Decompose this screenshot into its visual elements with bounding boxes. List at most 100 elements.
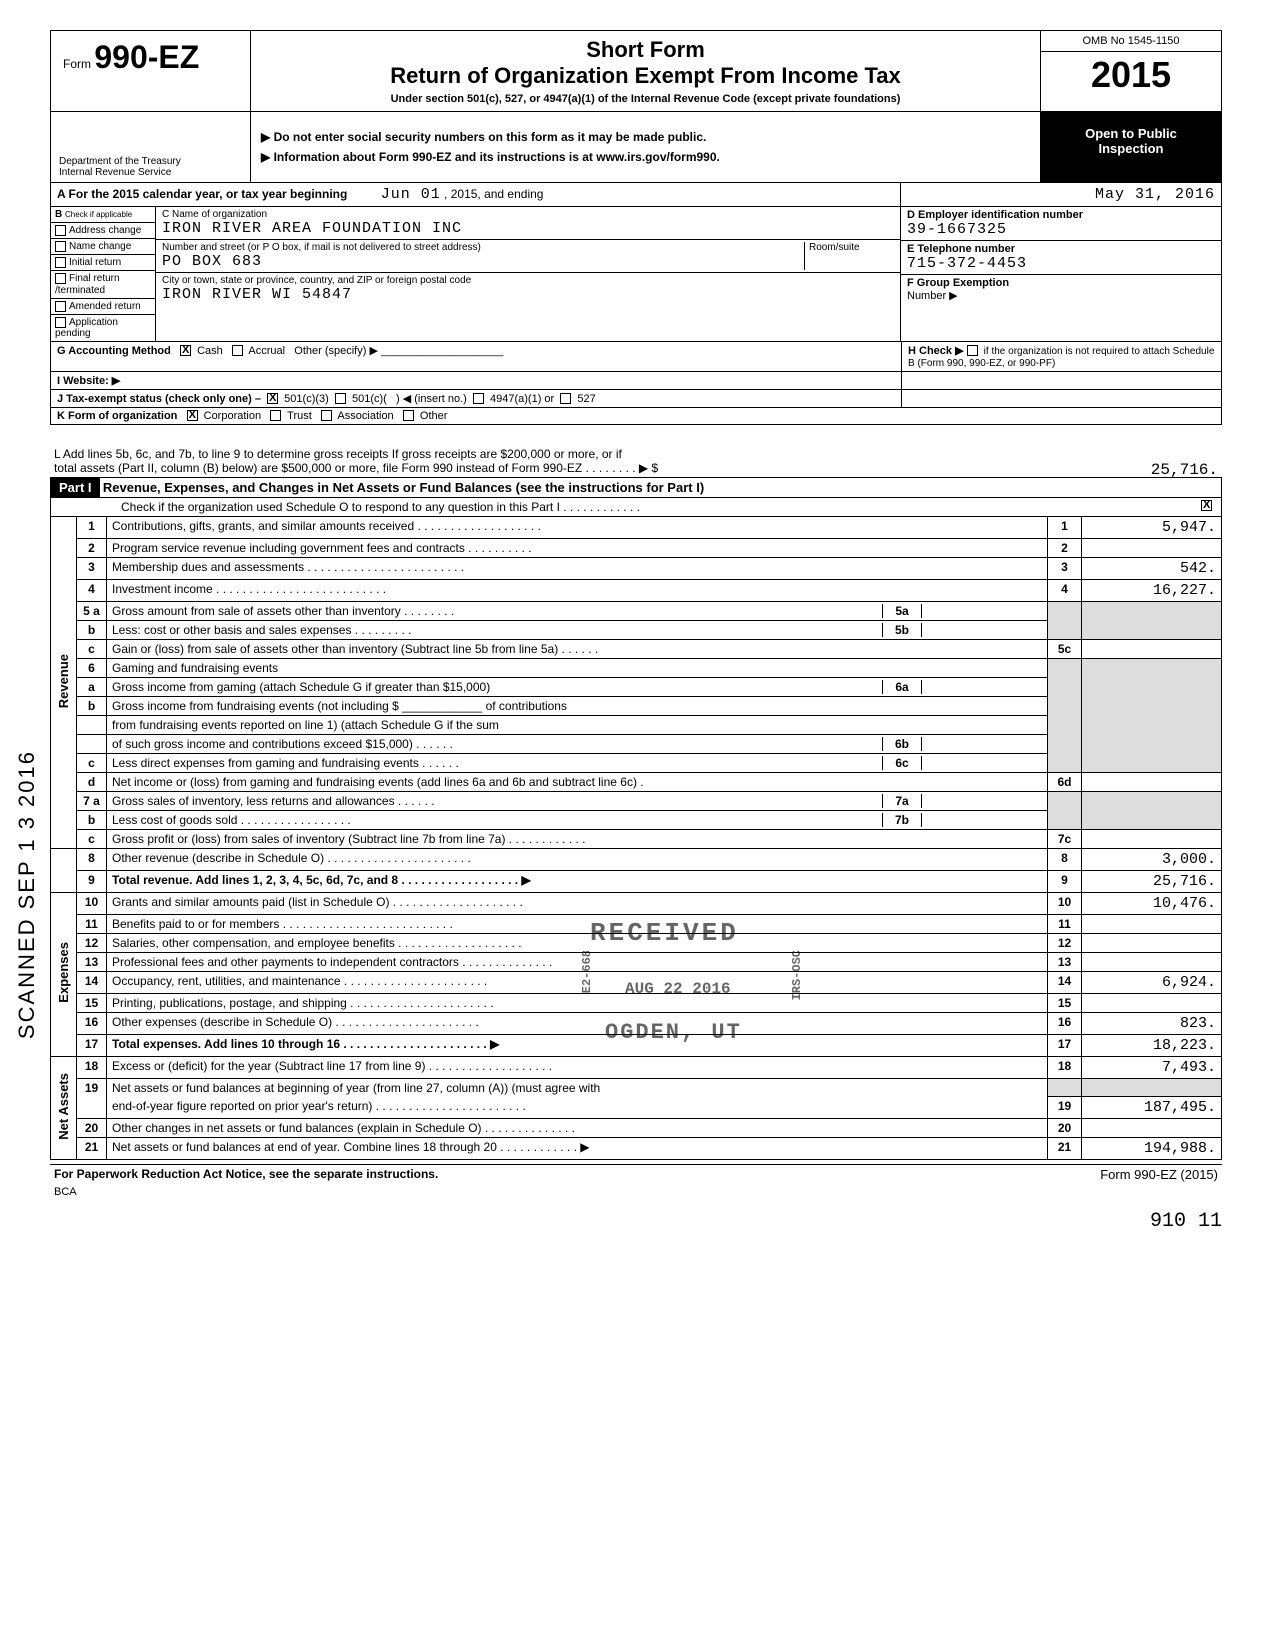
ssn-warning: ▶ Do not enter social security numbers o…: [261, 130, 1030, 144]
chk-H[interactable]: [967, 345, 978, 356]
chk-4947[interactable]: [473, 393, 484, 404]
line-5c-desc: Gain or (loss) from sale of assets other…: [107, 639, 1048, 658]
L-value: 25,716.: [1151, 461, 1218, 479]
chk-name-change[interactable]: [55, 241, 66, 252]
column-B: B Check if applicable Address change Nam…: [51, 207, 156, 341]
G-other: Other (specify) ▶: [294, 345, 378, 357]
form-number: 990-EZ: [94, 39, 199, 75]
line-10-desc: Grants and similar amounts paid (list in…: [107, 892, 1048, 914]
C-label: C Name of organization: [162, 209, 267, 220]
line-11-amt: [1082, 914, 1222, 933]
F-label2: Number ▶: [907, 290, 958, 302]
chk-address-change[interactable]: [55, 225, 66, 236]
F-label: F Group Exemption: [907, 277, 1009, 289]
telephone: 715-372-4453: [907, 255, 1027, 272]
received-stamp: RECEIVED: [590, 918, 739, 948]
open-public-1: Open to Public: [1047, 126, 1215, 141]
org-name: IRON RIVER AREA FOUNDATION INC: [162, 220, 462, 237]
org-address: PO BOX 683: [162, 253, 262, 270]
chk-501c[interactable]: [335, 393, 346, 404]
J-501c: 501(c)(: [352, 393, 387, 405]
chk-trust[interactable]: [270, 410, 281, 421]
line-4-desc: Investment income . . . . . . . . . . . …: [107, 579, 1048, 601]
J-label: J Tax-exempt status (check only one) –: [57, 393, 261, 405]
part1-check-line: Check if the organization used Schedule …: [121, 500, 640, 514]
scanned-stamp: SCANNED SEP 1 3 2016: [14, 750, 40, 1039]
ein: 39-1667325: [907, 221, 1007, 238]
chk-cash[interactable]: [180, 345, 191, 356]
footer-form-id: Form 990-EZ (2015): [1100, 1167, 1218, 1182]
K-other: Other: [420, 410, 448, 422]
line-7a-desc: Gross sales of inventory, less returns a…: [112, 794, 882, 808]
line-6-desc: Gaming and fundraising events: [107, 658, 1048, 677]
side-expenses: Expenses: [56, 942, 71, 1003]
part1-badge: Part I: [51, 478, 100, 497]
part1-title: Revenue, Expenses, and Changes in Net As…: [103, 480, 704, 495]
line-14-amt: 6,924.: [1082, 971, 1222, 993]
line-3-desc: Membership dues and assessments . . . . …: [107, 557, 1048, 579]
chk-application-pending[interactable]: [55, 317, 66, 328]
addr-label: Number and street (or P O box, if mail i…: [162, 242, 481, 253]
omb-number: OMB No 1545-1150: [1041, 31, 1221, 52]
line-19-desc: Net assets or fund balances at beginning…: [107, 1078, 1048, 1097]
line-19-amt: 187,495.: [1082, 1097, 1222, 1119]
G-cash: Cash: [197, 345, 223, 357]
line-15-amt: [1082, 993, 1222, 1012]
line-7c-amt: [1082, 829, 1222, 848]
chk-accrual[interactable]: [232, 345, 243, 356]
I-label: I Website: ▶: [57, 375, 120, 387]
footer-left: For Paperwork Reduction Act Notice, see …: [54, 1167, 438, 1182]
chk-527[interactable]: [560, 393, 571, 404]
chk-part1-schedO[interactable]: [1201, 500, 1212, 511]
B-item-2: Initial return: [69, 257, 121, 268]
A-mid: , 2015, and ending: [444, 187, 543, 201]
line-18-amt: 7,493.: [1082, 1056, 1222, 1078]
line-5c-amt: [1082, 639, 1222, 658]
chk-final-return[interactable]: [55, 273, 66, 284]
chk-other[interactable]: [403, 410, 414, 421]
header-bottom: Department of the Treasury Internal Reve…: [50, 112, 1222, 183]
line-8-amt: 3,000.: [1082, 848, 1222, 870]
H-label: H Check ▶: [908, 345, 964, 357]
chk-501c3[interactable]: [267, 393, 278, 404]
line-9-amt: 25,716.: [1082, 870, 1222, 892]
chk-amended[interactable]: [55, 301, 66, 312]
side-netassets: Net Assets: [56, 1073, 71, 1140]
B-check-if: Check if applicable: [65, 210, 132, 219]
line-3-amt: 542.: [1082, 557, 1222, 579]
return-title: Return of Organization Exempt From Incom…: [261, 63, 1030, 89]
line-16-amt: 823.: [1082, 1012, 1222, 1034]
line-6b-desc3: from fundraising events reported on line…: [107, 715, 1048, 734]
line-9-desc: Total revenue. Add lines 1, 2, 3, 4, 5c,…: [112, 873, 531, 887]
J-527: 527: [577, 393, 595, 405]
L-line2: total assets (Part II, column (B) below)…: [54, 461, 658, 475]
line-12-desc: Salaries, other compensation, and employ…: [107, 933, 1048, 952]
B-item-0: Address change: [69, 225, 141, 236]
chk-initial-return[interactable]: [55, 257, 66, 268]
J-501c3: 501(c)(3): [284, 393, 329, 405]
line-1-desc: Contributions, gifts, grants, and simila…: [107, 516, 1048, 538]
line-17-desc: Total expenses. Add lines 10 through 16 …: [112, 1037, 499, 1051]
line-21-amt: 194,988.: [1082, 1138, 1222, 1160]
E-label: E Telephone number: [907, 243, 1015, 255]
K-trust: Trust: [287, 410, 312, 422]
K-corp: Corporation: [204, 410, 261, 422]
line-11-desc: Benefits paid to or for members . . . . …: [107, 914, 1048, 933]
rows-GHIJK: G Accounting Method Cash Accrual Other (…: [50, 342, 1222, 425]
line-18-desc: Excess or (deficit) for the year (Subtra…: [107, 1056, 1048, 1078]
G-label: G Accounting Method: [57, 345, 171, 357]
short-form-title: Short Form: [261, 37, 1030, 63]
line-L: L Add lines 5b, 6c, and 7b, to line 9 to…: [50, 447, 1222, 475]
footer-bca: BCA: [50, 1184, 1222, 1200]
footer: For Paperwork Reduction Act Notice, see …: [50, 1164, 1222, 1184]
chk-corp[interactable]: [187, 410, 198, 421]
form-prefix: Form: [63, 57, 91, 71]
line-4-amt: 16,227.: [1082, 579, 1222, 601]
stamp-date: AUG 22 2016: [625, 980, 731, 998]
G-accrual: Accrual: [248, 345, 285, 357]
treasury-line1: Department of the Treasury: [59, 156, 242, 167]
chk-assoc[interactable]: [321, 410, 332, 421]
line-13-amt: [1082, 952, 1222, 971]
line-16-desc: Other expenses (describe in Schedule O) …: [107, 1012, 1048, 1034]
J-4947: 4947(a)(1) or: [490, 393, 554, 405]
